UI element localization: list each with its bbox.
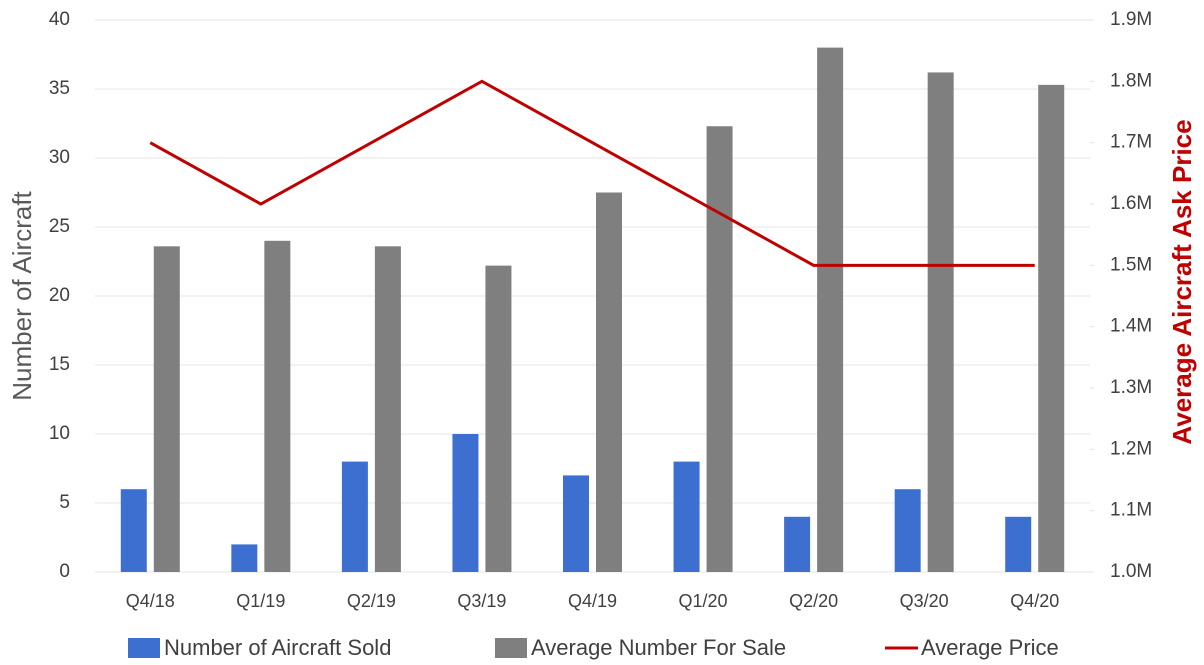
bar bbox=[1005, 516, 1032, 572]
x-tick-label: Q2/19 bbox=[347, 591, 396, 611]
legend-label: Average Number For Sale bbox=[531, 635, 786, 660]
y2-tick-label: 1.7M bbox=[1110, 132, 1152, 153]
x-tick-label: Q2/20 bbox=[789, 591, 838, 611]
y2-tick-label: 1.5M bbox=[1110, 254, 1152, 275]
y-tick-label: 0 bbox=[59, 561, 70, 582]
y-tick-label: 15 bbox=[49, 354, 70, 375]
legend-swatch bbox=[128, 638, 160, 658]
y-tick-label: 10 bbox=[49, 423, 70, 444]
x-tick-label: Q1/20 bbox=[679, 591, 728, 611]
y2-axis-label: Average Aircraft Ask Price bbox=[1167, 119, 1197, 444]
y-tick-label: 35 bbox=[49, 78, 70, 99]
y-tick-label: 30 bbox=[49, 147, 70, 168]
bar bbox=[374, 246, 401, 572]
y-tick-label: 40 bbox=[49, 9, 70, 30]
legend-label: Number of Aircraft Sold bbox=[164, 635, 391, 660]
y2-tick-label: 1.8M bbox=[1110, 70, 1152, 91]
bar bbox=[1038, 84, 1065, 573]
bar bbox=[596, 192, 622, 572]
x-tick-label: Q3/19 bbox=[457, 591, 506, 611]
x-tick-label: Q1/19 bbox=[236, 591, 285, 611]
legend-swatch bbox=[495, 638, 527, 658]
bar bbox=[784, 516, 811, 572]
y2-tick-label: 1.4M bbox=[1110, 316, 1152, 337]
x-tick-label: Q4/20 bbox=[1010, 591, 1059, 611]
bar bbox=[563, 475, 589, 572]
y-tick-label: 20 bbox=[49, 285, 70, 306]
bar bbox=[927, 72, 954, 572]
y2-tick-label: 1.3M bbox=[1110, 377, 1152, 398]
price-line bbox=[149, 79, 1035, 267]
bar bbox=[120, 489, 147, 572]
bar bbox=[673, 461, 700, 572]
x-tick-label: Q3/20 bbox=[900, 591, 949, 611]
bar bbox=[817, 47, 844, 573]
y2-tick-label: 1.1M bbox=[1110, 500, 1152, 521]
bar bbox=[153, 246, 180, 572]
y2-tick-label: 1.6M bbox=[1110, 193, 1152, 214]
y2-tick-label: 1.2M bbox=[1110, 438, 1152, 459]
y2-tick-label: 1.9M bbox=[1110, 9, 1152, 30]
bar bbox=[341, 461, 368, 572]
legend-label: Average Price bbox=[921, 635, 1059, 660]
x-tick-label: Q4/18 bbox=[126, 591, 175, 611]
bar bbox=[452, 434, 479, 572]
x-tick-label: Q4/19 bbox=[568, 591, 617, 611]
bar bbox=[485, 265, 512, 572]
bar bbox=[264, 240, 291, 573]
y-tick-label: 25 bbox=[49, 216, 70, 237]
y-tick-label: 5 bbox=[59, 492, 70, 513]
bar bbox=[894, 489, 921, 572]
y2-tick-label: 1.0M bbox=[1110, 561, 1152, 582]
y-axis-label: Number of Aircraft bbox=[7, 190, 37, 400]
bar bbox=[231, 544, 258, 572]
bar bbox=[706, 126, 733, 572]
